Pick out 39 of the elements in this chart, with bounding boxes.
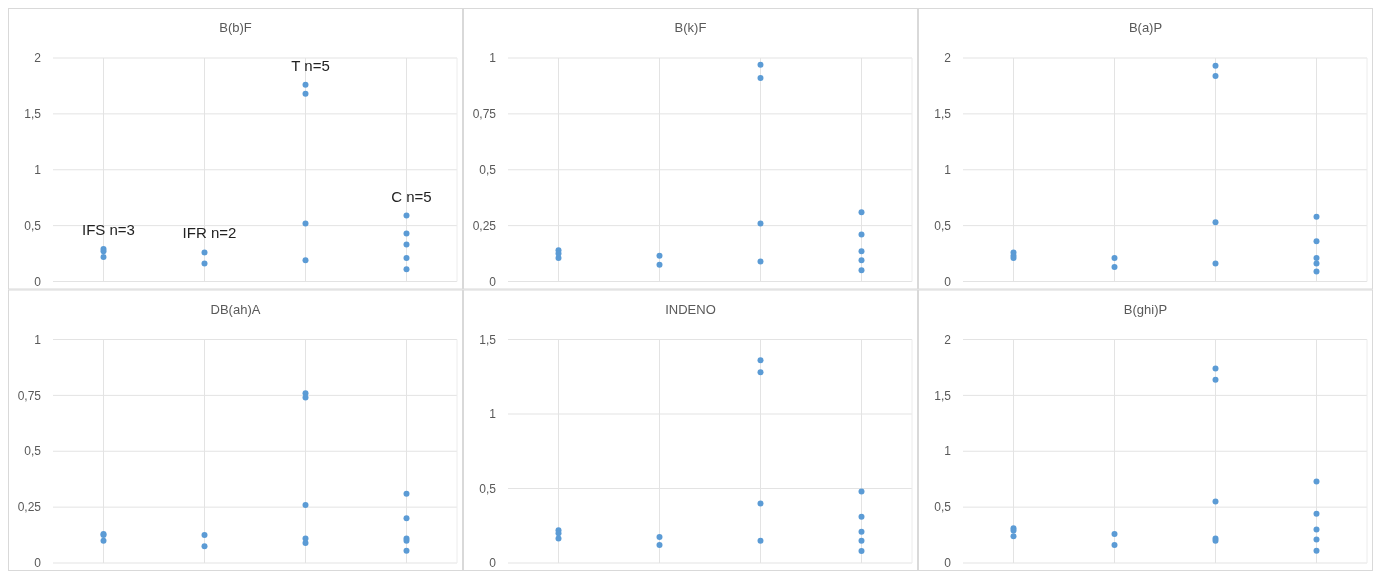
y-tick-label: 2 xyxy=(944,51,952,66)
y-tick-label: 0 xyxy=(489,274,497,289)
chart-title: DB(ah)A xyxy=(210,301,261,317)
y-tick-label: 0,5 xyxy=(934,218,952,233)
y-tick-label: 0,75 xyxy=(472,107,497,122)
annotation: IFS n=3 xyxy=(82,221,135,239)
y-tick-label: 1,5 xyxy=(934,107,952,122)
annotation: IFR n=2 xyxy=(182,224,237,242)
y-tick-label: 1 xyxy=(489,51,497,66)
chart-title: INDENO xyxy=(665,301,716,317)
y-tick-label: 0,5 xyxy=(479,162,497,177)
chart-title: B(k)F xyxy=(674,20,707,35)
y-tick-label: 1,5 xyxy=(934,388,952,403)
y-tick-label: 0,25 xyxy=(472,218,497,233)
y-tick-label: 0,5 xyxy=(479,481,497,496)
y-tick-label: 0 xyxy=(489,556,497,571)
y-tick-label: 2 xyxy=(34,51,42,66)
chart-title: B(b)F xyxy=(219,20,252,35)
y-tick-label: 1 xyxy=(34,332,42,347)
y-tick-label: 1 xyxy=(944,444,952,459)
annotation: T n=5 xyxy=(291,56,330,74)
y-tick-label: 0,25 xyxy=(17,500,42,515)
y-tick-label: 1,5 xyxy=(24,107,42,122)
y-tick-label: 0,5 xyxy=(24,218,42,233)
y-tick-label: 0 xyxy=(34,556,42,571)
annotation: C n=5 xyxy=(391,187,432,205)
y-tick-label: 0 xyxy=(944,556,952,571)
chart-title: B(a)P xyxy=(1128,20,1163,35)
y-tick-label: 0 xyxy=(944,274,952,289)
y-tick-label: 1,5 xyxy=(479,332,497,347)
y-tick-label: 1 xyxy=(944,162,952,177)
y-tick-label: 1 xyxy=(34,162,42,177)
y-tick-label: 0,5 xyxy=(934,500,952,515)
chart-title: B(ghi)P xyxy=(1123,301,1168,317)
y-tick-label: 0,5 xyxy=(24,444,42,459)
y-tick-label: 1 xyxy=(489,407,497,422)
y-tick-label: 2 xyxy=(944,332,952,347)
y-tick-label: 0 xyxy=(34,274,42,289)
y-tick-label: 0,75 xyxy=(17,388,42,403)
